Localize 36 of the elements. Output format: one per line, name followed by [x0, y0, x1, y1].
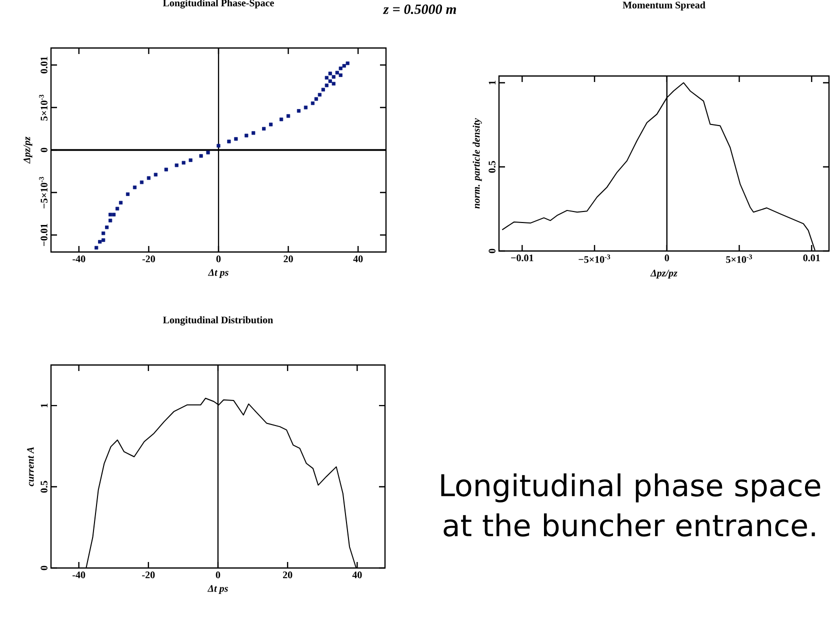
x-tick-label: -40	[72, 256, 86, 262]
x-tick-label: 20	[284, 256, 293, 262]
x-axis-title: Δt ps	[207, 585, 228, 594]
x-tick-label: −5×10$^{-3}$	[578, 254, 610, 263]
y-tick-label: 0	[40, 566, 48, 570]
y-tick-label: 1	[488, 80, 496, 84]
x-tick-label: 0	[216, 572, 220, 578]
y-axis-title: current A	[27, 447, 34, 486]
x-tick-label: 20	[283, 572, 292, 578]
y-tick-label: 0.5	[488, 160, 496, 173]
y-tick-label: 5×10$^{-3}$	[39, 94, 48, 121]
x-tick-label: -20	[142, 256, 156, 262]
chart-title: Momentum Spread	[622, 1, 706, 10]
x-tick-label: 0	[664, 254, 670, 262]
x-tick-label: 0.01	[803, 254, 820, 262]
x-tick-label: 40	[353, 256, 363, 262]
y-tick-label: 0.01	[40, 56, 48, 74]
y-tick-label: 0	[488, 248, 496, 254]
text: Longitudinal phase space at the buncher entrance.	[441, 473, 820, 537]
text: z = 0.5000 m	[382, 4, 456, 14]
x-tick-label: −0.01	[511, 254, 534, 262]
y-tick-label: 0.5	[40, 480, 48, 493]
y-tick-label: −0.01	[40, 224, 48, 246]
chart-title: Longitudinal Distribution	[163, 316, 273, 326]
y-tick-label: 1	[40, 404, 48, 408]
x-tick-label: 5×10$^{-3}$	[726, 254, 752, 263]
x-tick-label: -20	[142, 572, 155, 578]
x-tick-label: -40	[72, 572, 86, 578]
y-axis-title: Δpz/pz	[24, 136, 32, 164]
x-axis-title: Δpz/pz	[650, 270, 678, 278]
y-tick-label: 0	[40, 148, 48, 152]
x-tick-label: 0	[216, 256, 221, 262]
x-tick-label: 40	[352, 572, 362, 578]
y-tick-label: −5×10$^{-3}$	[39, 176, 48, 208]
x-axis-title: Δt ps	[208, 269, 228, 278]
y-axis-title: norm. particle density	[472, 118, 482, 209]
